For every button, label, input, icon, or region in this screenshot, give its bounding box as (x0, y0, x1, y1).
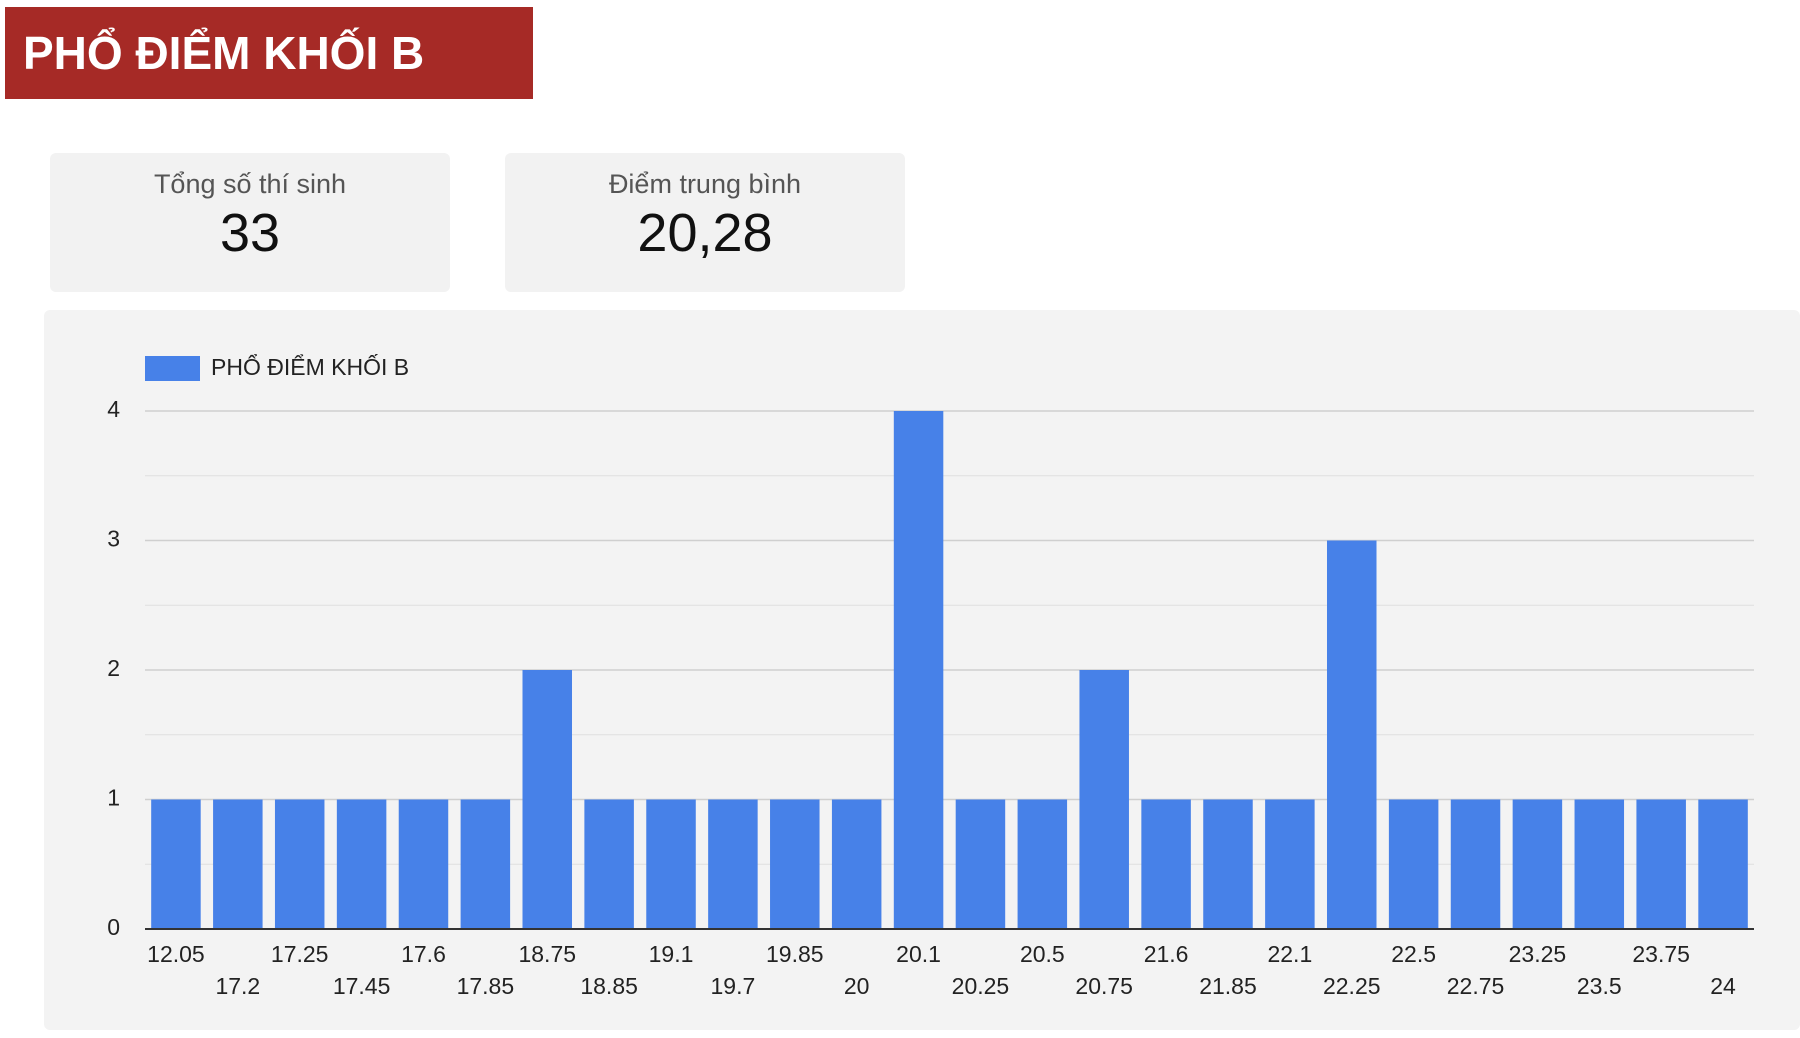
x-tick-label: 20 (844, 973, 870, 999)
bar (1265, 799, 1315, 929)
bar (831, 799, 882, 929)
x-tick-label: 21.85 (1199, 973, 1257, 999)
x-tick-label: 22.75 (1447, 973, 1505, 999)
bar (522, 670, 573, 929)
stat-label: Điểm trung bình (608, 169, 802, 199)
stat-label: Tổng số thí sinh (153, 169, 347, 199)
bar (584, 799, 634, 929)
x-tick-label: 17.85 (457, 973, 515, 999)
x-tick-label: 20.75 (1075, 973, 1133, 999)
bar (274, 799, 325, 929)
bar (1388, 799, 1439, 929)
stat-value: 33 (219, 203, 281, 263)
bar (1636, 799, 1686, 929)
bar (1698, 799, 1748, 929)
stat-value: 20,28 (637, 203, 773, 263)
x-tick-label: 21.6 (1144, 941, 1189, 967)
y-tick-label: 4 (107, 396, 120, 422)
x-tick-label: 17.25 (271, 941, 329, 967)
bar (646, 799, 696, 929)
bar (398, 799, 449, 929)
bar (1017, 799, 1068, 929)
y-tick-label: 1 (107, 785, 120, 811)
x-tick-label: 23.25 (1509, 941, 1567, 967)
header-title: PHỔ ĐIỂM KHỐI B (5, 7, 533, 99)
bar (1512, 799, 1563, 929)
x-tick-label: 18.75 (518, 941, 576, 967)
bar (770, 799, 820, 929)
x-tick-label: 22.25 (1323, 973, 1381, 999)
x-tick-label: 19.1 (649, 941, 694, 967)
x-tick-label: 19.85 (766, 941, 824, 967)
bar (1574, 799, 1625, 929)
x-tick-label: 20.1 (896, 941, 941, 967)
bar (213, 799, 263, 929)
x-tick-label: 23.5 (1577, 973, 1622, 999)
x-tick-label: 24 (1710, 973, 1736, 999)
x-tick-label: 17.6 (401, 941, 446, 967)
stat-card: Điểm trung bình 20,28 (505, 153, 905, 292)
x-tick-label: 23.75 (1632, 941, 1690, 967)
bar (955, 799, 1006, 929)
bar (1326, 540, 1377, 929)
bar (708, 799, 758, 929)
legend-swatch (145, 356, 200, 381)
y-tick-label: 3 (107, 526, 120, 552)
x-tick-label: 22.5 (1391, 941, 1436, 967)
bar (1141, 799, 1191, 929)
y-tick-label: 0 (107, 914, 120, 940)
x-tick-label: 12.05 (147, 941, 205, 967)
x-tick-label: 20.25 (952, 973, 1010, 999)
bar (151, 799, 201, 929)
y-tick-label: 2 (107, 655, 120, 681)
x-tick-label: 17.2 (215, 973, 260, 999)
bar (893, 411, 944, 929)
bar (1450, 799, 1501, 929)
x-tick-label: 19.7 (711, 973, 756, 999)
bar (1079, 670, 1129, 929)
x-tick-label: 18.85 (580, 973, 638, 999)
legend-label: PHỔ ĐIỂM KHỐI B (211, 353, 409, 380)
x-tick-label: 17.45 (333, 973, 391, 999)
bar (460, 799, 511, 929)
bar (336, 799, 387, 929)
bar (1203, 799, 1253, 929)
stat-card: Tổng số thí sinh 33 (50, 153, 450, 292)
x-tick-label: 22.1 (1267, 941, 1312, 967)
x-tick-label: 20.5 (1020, 941, 1065, 967)
